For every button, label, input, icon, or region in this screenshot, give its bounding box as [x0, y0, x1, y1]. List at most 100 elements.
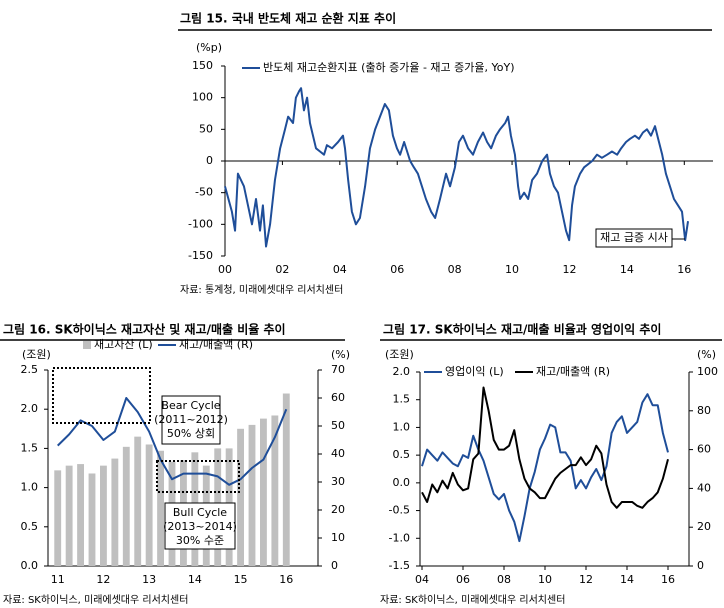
annotation-text: 재고 급증 시사 — [600, 231, 668, 244]
legend-label: 반도체 재고순환지표 (출하 증가율 - 재고 증가율, YoY) — [263, 60, 515, 74]
y-tick-label: 50 — [199, 122, 213, 135]
y2-tick-label: 60 — [697, 443, 711, 456]
x-tick-label: 14 — [188, 573, 202, 586]
y2-tick-label: 10 — [331, 531, 345, 544]
y-tick-label: 0.0 — [21, 559, 39, 572]
annotation-box — [164, 502, 236, 550]
legend-label: 영업이익 (L) — [445, 365, 504, 378]
chart-title: 그림 16. SK하이닉스 재고자산 및 재고/매출 비율 추이 — [3, 322, 286, 337]
y2-tick-label: 20 — [331, 503, 345, 516]
y-tick-label: 0 — [206, 154, 213, 167]
y-tick-label: 0.5 — [393, 448, 411, 461]
x-tick-label: 06 — [456, 573, 470, 586]
bar — [77, 464, 84, 566]
chart-title: 그림 15. 국내 반도체 재고 순환 지표 추이 — [180, 11, 396, 26]
y-tick-label: 1.0 — [21, 481, 39, 494]
source-note: 자료: SK하이닉스, 미래에셋대우 리서치센터 — [3, 593, 188, 606]
x-tick-label: 12 — [96, 573, 110, 586]
y-axis-label: (조원) — [22, 348, 51, 361]
annotation-text: (2011~2012) — [154, 413, 228, 426]
y-tick-label: 100 — [192, 91, 213, 104]
x-tick-label: 10 — [538, 573, 552, 586]
series-line — [421, 386, 669, 509]
y-tick-label: 2.5 — [21, 363, 39, 376]
y2-tick-label: 60 — [331, 391, 345, 404]
x-tick-label: 04 — [333, 263, 347, 276]
annotation-box — [595, 228, 673, 248]
x-tick-label: 14 — [620, 263, 634, 276]
x-tick-label: 15 — [234, 573, 248, 586]
y-tick-label: -1.5 — [389, 559, 410, 572]
y-tick-label: 2.0 — [393, 365, 411, 378]
annotation-text: 50% 상회 — [167, 427, 215, 440]
legend-label: 재고/매출액 (R) — [536, 365, 610, 378]
y-axis-label: (조원) — [385, 348, 414, 361]
y2-tick-label: 50 — [331, 419, 345, 432]
highlight-box — [52, 367, 151, 424]
y-tick-label: -100 — [188, 217, 213, 230]
y2-tick-label: 0 — [331, 559, 338, 572]
y-tick-label: -1.0 — [389, 531, 410, 544]
y-tick-label: 0.0 — [393, 476, 411, 489]
y2-tick-label: 70 — [331, 363, 345, 376]
series-line — [224, 87, 690, 248]
y-tick-label: 2.0 — [21, 402, 39, 415]
x-tick-label: 14 — [620, 573, 634, 586]
y2-tick-label: 0 — [697, 559, 704, 572]
y-axis-label: (%p) — [196, 41, 222, 54]
bar — [100, 465, 107, 566]
legend-swatch — [83, 341, 91, 349]
bar — [88, 473, 96, 566]
x-tick-label: 02 — [275, 263, 289, 276]
source-note: 자료: 통계청, 미래에셋대우 리서치센터 — [180, 284, 343, 296]
y-tick-label: 0.5 — [21, 520, 39, 533]
x-tick-label: 11 — [51, 573, 65, 586]
bar — [134, 436, 142, 566]
legend-label: 재고자산 (L) — [94, 338, 153, 351]
bar — [65, 465, 73, 566]
bar — [237, 428, 244, 566]
y2-axis-label: (%) — [331, 348, 350, 361]
y2-tick-label: 40 — [331, 447, 345, 460]
x-tick-label: 13 — [142, 573, 156, 586]
y2-tick-label: 80 — [697, 404, 711, 417]
x-tick-label: 16 — [661, 573, 675, 586]
series-line — [57, 397, 288, 486]
bar — [157, 450, 164, 566]
x-tick-label: 10 — [505, 263, 519, 276]
source-note: 자료: SK하이닉스, 미래에셋대우 리서치센터 — [380, 593, 565, 606]
bar — [271, 415, 279, 566]
annotation-text: Bull Cycle — [173, 506, 227, 519]
bar — [111, 458, 119, 566]
x-tick-label: 08 — [497, 573, 511, 586]
bar — [248, 424, 256, 566]
y2-tick-label: 20 — [697, 520, 711, 533]
x-tick-label: 06 — [390, 263, 404, 276]
x-tick-label: 08 — [448, 263, 462, 276]
y-tick-label: 150 — [192, 59, 213, 72]
y-tick-label: 1.0 — [393, 420, 411, 433]
annotation-box — [161, 395, 221, 445]
annotation-text: 30% 수준 — [176, 534, 224, 547]
series-line — [421, 393, 669, 543]
bar — [122, 446, 130, 566]
y2-tick-label: 100 — [697, 365, 718, 378]
bar — [282, 393, 290, 566]
bar — [54, 470, 62, 566]
legend-label: 재고/매출액 (R) — [179, 338, 253, 351]
y2-tick-label: 30 — [331, 475, 345, 488]
highlight-box — [156, 460, 240, 493]
x-tick-label: 12 — [579, 573, 593, 586]
annotation-text: Bear Cycle — [161, 399, 220, 412]
y2-axis-label: (%) — [697, 348, 716, 361]
y-tick-label: -150 — [188, 249, 213, 262]
y-tick-label: -0.5 — [389, 504, 410, 517]
x-tick-label: 04 — [415, 573, 429, 586]
y2-tick-label: 40 — [697, 481, 711, 494]
x-tick-label: 16 — [279, 573, 293, 586]
chart-title: 그림 17. SK하이닉스 재고/매출 비율과 영업이익 추이 — [383, 322, 661, 337]
y-tick-label: -50 — [195, 186, 213, 199]
y-tick-label: 1.5 — [21, 441, 39, 454]
